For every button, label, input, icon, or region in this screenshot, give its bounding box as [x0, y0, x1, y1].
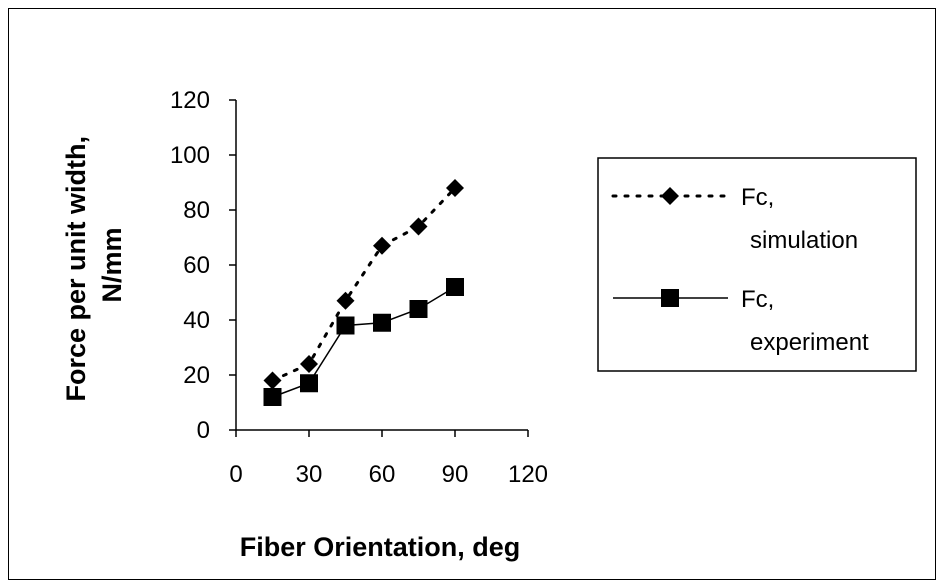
data-point-square: [263, 388, 282, 406]
data-point-square: [446, 278, 464, 296]
series-line-square: [272, 286, 456, 398]
x-tick-label: 90: [442, 461, 469, 488]
series-layer: [263, 179, 464, 406]
data-point-diamond: [263, 371, 282, 390]
y-tick-label: 0: [197, 417, 210, 444]
legend-simulation-marker: [661, 187, 679, 205]
y-ticks: 0 20 40 60 80 100 120: [170, 87, 236, 444]
data-point-square: [373, 313, 391, 332]
y-tick-label: 20: [183, 362, 210, 389]
data-point-square: [409, 300, 428, 318]
legend-experiment-marker: [661, 289, 679, 307]
y-tick-label: 60: [183, 252, 210, 279]
legend-box: [597, 157, 917, 372]
x-tick-label: 120: [508, 461, 548, 488]
x-tick-label: 60: [369, 461, 396, 488]
series-square: [263, 278, 464, 406]
data-point-diamond: [409, 217, 428, 236]
x-ticks: 0 30 60 90 120: [229, 430, 548, 488]
y-tick-label: 120: [170, 87, 210, 114]
x-axis-title: Fiber Orientation, deg: [240, 532, 521, 562]
y-tick-label: 100: [170, 142, 210, 169]
data-point-diamond: [446, 179, 464, 197]
y-axis-title-line-1: Force per unit width,: [61, 136, 91, 402]
y-tick-label: 80: [183, 197, 210, 224]
legend-item-experiment: Fc, experiment: [613, 286, 869, 356]
data-point-square: [336, 316, 355, 335]
legend-experiment-label-1: Fc,: [741, 286, 774, 313]
legend-experiment-label-2: experiment: [750, 329, 869, 356]
series-diamond: [263, 179, 464, 390]
legend-simulation-label-2: simulation: [750, 227, 858, 254]
x-tick-label: 30: [296, 461, 323, 488]
x-tick-label: 0: [229, 461, 242, 488]
data-point-square: [300, 374, 318, 393]
data-point-diamond: [336, 291, 355, 310]
legend-item-simulation: Fc, simulation: [611, 184, 858, 254]
legend: Fc, simulation Fc, experiment: [597, 157, 917, 372]
legend-simulation-label-1: Fc,: [741, 184, 774, 211]
y-tick-label: 40: [183, 307, 210, 334]
data-point-diamond: [373, 236, 391, 255]
series-line-diamond: [271, 186, 457, 382]
data-point-diamond: [300, 355, 318, 373]
y-axis-title: Force per unit width, N/mm: [61, 128, 127, 401]
y-axis-title-line-2: N/mm: [97, 227, 127, 302]
